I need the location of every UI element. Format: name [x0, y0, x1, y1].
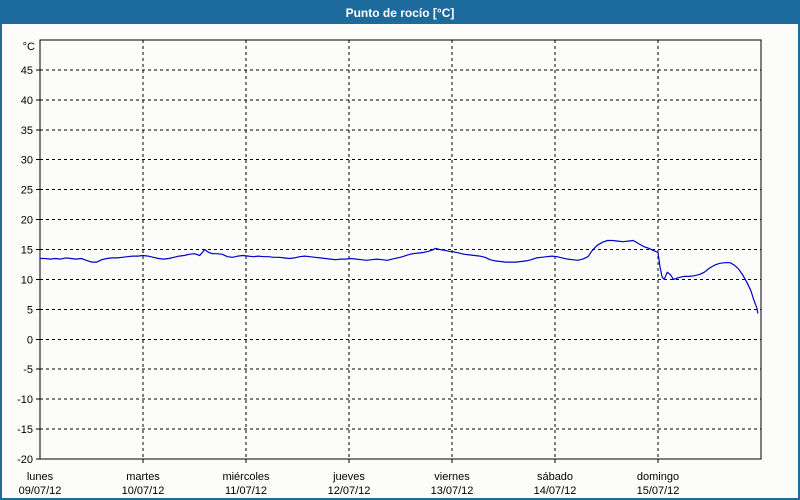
- x-date-label: 10/07/12: [122, 485, 165, 497]
- series-line: [40, 239, 759, 314]
- x-day-label: lunes: [27, 471, 54, 483]
- x-day-label: viernes: [434, 471, 470, 483]
- chart-title: Punto de rocío [°C]: [345, 6, 455, 20]
- y-axis-unit-label: °C: [23, 41, 35, 53]
- y-tick-label: 25: [21, 185, 33, 197]
- y-tick-label: 40: [21, 95, 33, 107]
- x-day-label: domingo: [637, 471, 679, 483]
- y-tick-label: 30: [21, 155, 33, 167]
- chart-title-bar: Punto de rocío [°C]: [2, 2, 798, 24]
- y-tick-label: 35: [21, 125, 33, 137]
- y-tick-label: -20: [17, 454, 33, 466]
- x-day-label: miércoles: [222, 471, 270, 483]
- x-day-label: sábado: [537, 471, 573, 483]
- y-tick-label: 10: [21, 274, 33, 286]
- x-date-label: 13/07/12: [431, 485, 474, 497]
- y-tick-label: -15: [17, 424, 33, 436]
- y-tick-label: 20: [21, 215, 33, 227]
- x-day-label: jueves: [332, 471, 365, 483]
- x-date-label: 15/07/12: [637, 485, 680, 497]
- x-date-label: 11/07/12: [225, 485, 267, 497]
- x-day-label: martes: [126, 471, 160, 483]
- x-date-label: 09/07/12: [19, 485, 62, 497]
- dew-point-chart: °C 45 40 35 30 25 20 15 10 5 0 -5 -10 -15 -20 lunes 09/0…: [17, 39, 762, 497]
- y-tick-label: 5: [27, 304, 33, 316]
- y-tick-label: -10: [17, 394, 33, 406]
- y-tick-label: -5: [23, 364, 33, 376]
- y-tick-label: 0: [27, 334, 33, 346]
- x-date-label: 14/07/12: [534, 485, 577, 497]
- y-tick-label: 15: [21, 245, 33, 257]
- y-tick-label: 45: [21, 65, 33, 77]
- plot-border: [39, 39, 762, 460]
- x-date-label: 12/07/12: [328, 485, 371, 497]
